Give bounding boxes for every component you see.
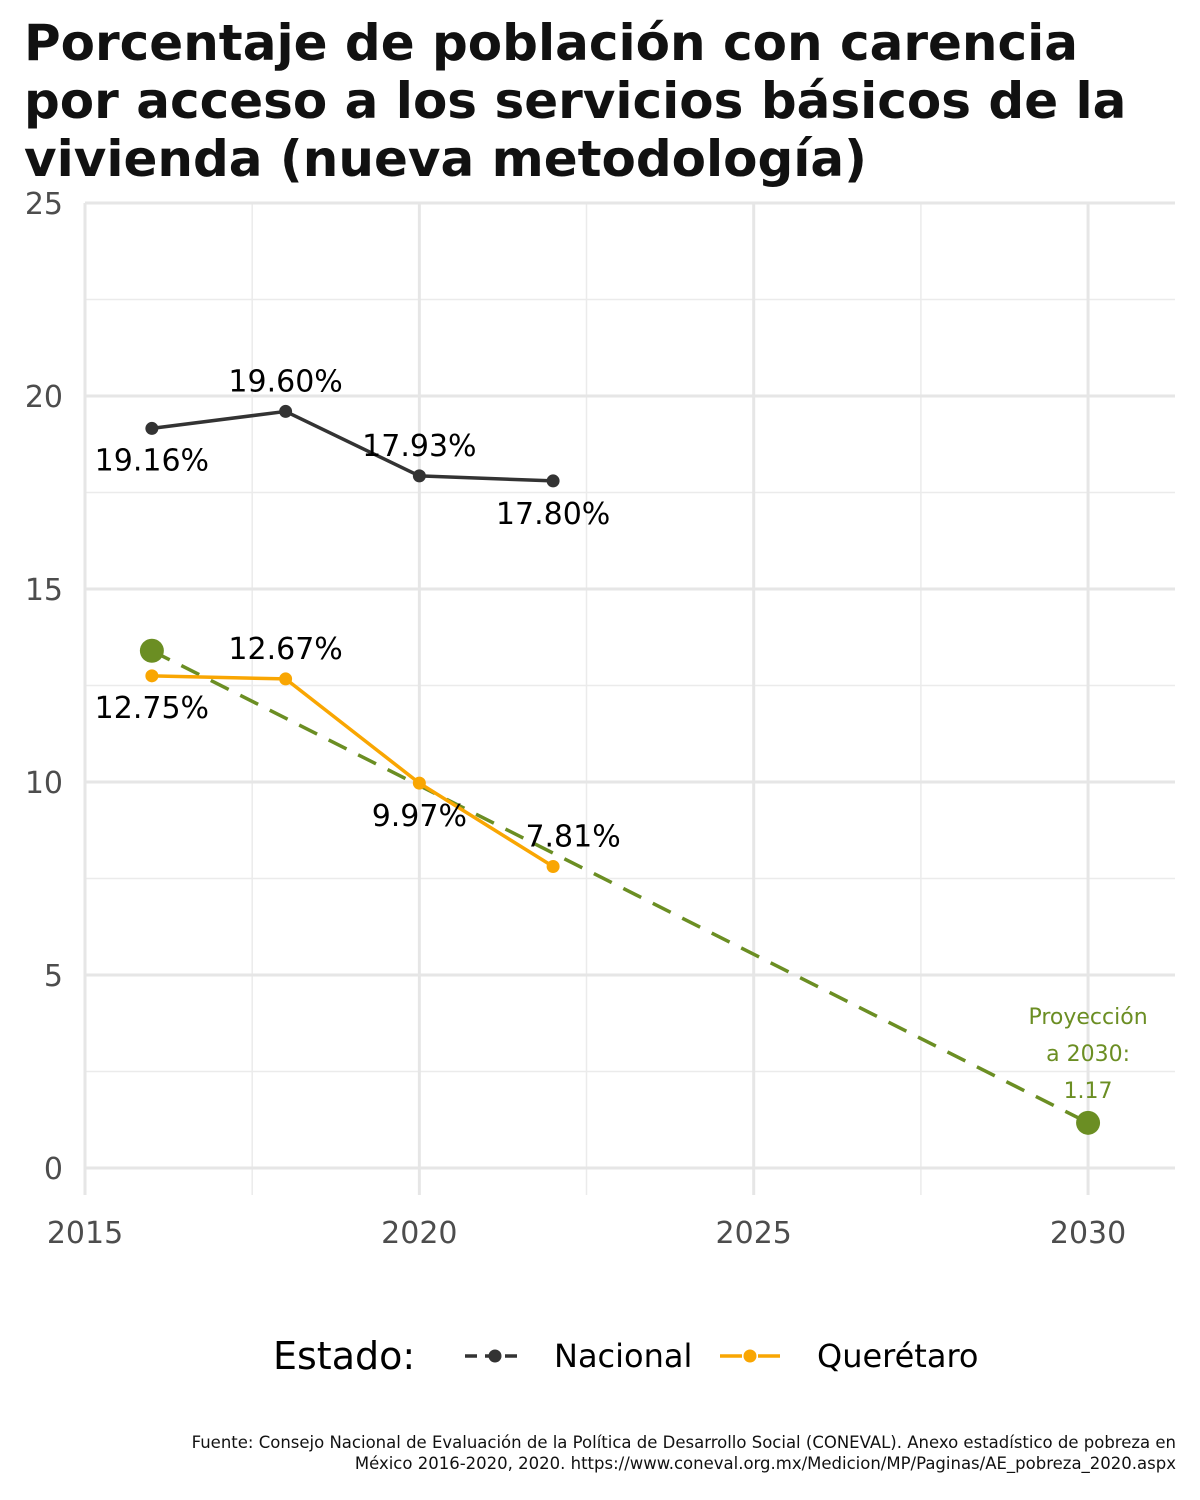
data-point bbox=[279, 404, 293, 418]
legend: Estado: Nacional Querétaro bbox=[273, 1334, 978, 1378]
data-point bbox=[412, 776, 426, 790]
y-tick-label: 15 bbox=[25, 573, 63, 608]
legend-key-point bbox=[488, 1349, 502, 1363]
data-point bbox=[279, 672, 293, 686]
data-label: 19.16% bbox=[95, 443, 209, 478]
chart-title: Porcentaje de población con carencia por… bbox=[24, 14, 1174, 188]
legend-title: Estado: bbox=[273, 1334, 415, 1378]
y-tick-label: 0 bbox=[44, 1152, 63, 1187]
legend-key-point bbox=[743, 1349, 757, 1363]
series-line bbox=[151, 409, 554, 483]
projection-annotation: Proyección a 2030: 1.17 bbox=[1028, 1005, 1147, 1104]
title-line: Porcentaje de población con carencia bbox=[24, 14, 1079, 72]
data-label: 9.97% bbox=[372, 799, 467, 834]
data-point bbox=[145, 421, 159, 435]
minor-gridlines bbox=[85, 203, 1175, 1195]
projection-annotation-line: 1.17 bbox=[1064, 1079, 1113, 1104]
x-tick-label: 2025 bbox=[716, 1216, 792, 1251]
legend-label: Nacional bbox=[554, 1337, 692, 1375]
x-tick-label: 2030 bbox=[1050, 1216, 1126, 1251]
projection-annotation-line: a 2030: bbox=[1046, 1042, 1130, 1067]
data-point bbox=[412, 469, 426, 483]
projection-point bbox=[1076, 1110, 1101, 1135]
y-tick-label: 25 bbox=[25, 187, 63, 222]
data-labels: 19.16% 19.60% 17.93% 17.80% 12.75% 12.67% 9.97… bbox=[95, 364, 621, 854]
projection-series bbox=[139, 638, 1101, 1135]
major-gridlines bbox=[83, 201, 1175, 1195]
y-tick-label: 5 bbox=[44, 959, 63, 994]
y-tick-label: 20 bbox=[25, 380, 63, 415]
legend-label: Querétaro bbox=[817, 1337, 978, 1375]
data-label: 12.67% bbox=[228, 632, 342, 667]
projection-annotation-line: Proyección bbox=[1028, 1005, 1147, 1030]
data-label: 17.93% bbox=[362, 429, 476, 464]
y-axis-tick-labels: 0 5 10 15 20 25 bbox=[25, 187, 63, 1187]
source-line: Fuente: Consejo Nacional de Evaluación d… bbox=[191, 1433, 1176, 1452]
projection-line bbox=[151, 649, 1089, 1125]
x-tick-label: 2015 bbox=[47, 1216, 123, 1251]
projection-point bbox=[139, 638, 164, 663]
data-series bbox=[145, 404, 560, 874]
data-label: 17.80% bbox=[496, 497, 610, 532]
title-line: por acceso a los servicios básicos de la bbox=[24, 72, 1127, 130]
data-point bbox=[546, 860, 560, 874]
data-point bbox=[145, 669, 159, 683]
y-tick-label: 10 bbox=[25, 766, 63, 801]
x-tick-label: 2020 bbox=[381, 1216, 457, 1251]
series-line bbox=[151, 674, 555, 869]
data-point bbox=[546, 474, 560, 488]
title-line: vivienda (nueva metodología) bbox=[24, 130, 868, 188]
data-label: 19.60% bbox=[228, 364, 342, 399]
source-note: Fuente: Consejo Nacional de Evaluación d… bbox=[26, 1432, 1176, 1474]
x-axis-tick-labels: 2015 2020 2025 2030 bbox=[47, 1216, 1126, 1251]
data-label: 12.75% bbox=[95, 691, 209, 726]
source-line: México 2016-2020, 2020. https://www.cone… bbox=[354, 1454, 1176, 1473]
data-label: 7.81% bbox=[525, 820, 620, 855]
